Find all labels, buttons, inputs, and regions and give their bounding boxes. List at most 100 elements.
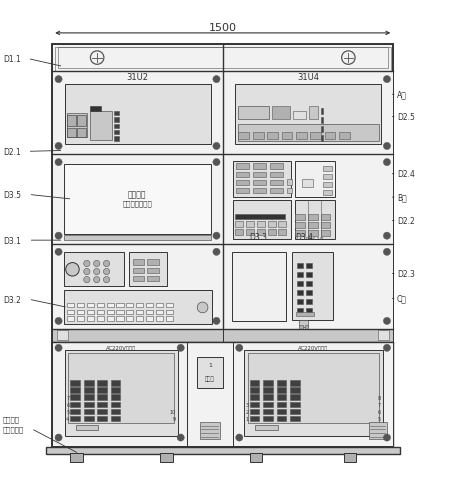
Bar: [97, 380, 107, 386]
Bar: [378, 331, 389, 340]
Bar: [288, 180, 292, 185]
Bar: [250, 380, 260, 386]
Text: D3.4: D3.4: [296, 233, 314, 242]
Text: 31U4: 31U4: [297, 73, 319, 82]
Bar: [76, 425, 99, 430]
Bar: [306, 281, 312, 287]
Circle shape: [383, 318, 391, 325]
Bar: [235, 222, 243, 227]
Bar: [270, 172, 283, 178]
Text: 1: 1: [246, 416, 249, 422]
Bar: [58, 48, 388, 69]
Bar: [296, 312, 314, 316]
Bar: [111, 402, 121, 407]
Bar: [236, 172, 249, 178]
Bar: [136, 303, 144, 308]
Bar: [117, 310, 124, 315]
Text: 31U2: 31U2: [126, 73, 148, 82]
Bar: [292, 252, 333, 320]
Bar: [308, 215, 318, 220]
Bar: [63, 291, 211, 325]
Bar: [111, 380, 121, 386]
Bar: [133, 276, 144, 281]
Bar: [77, 317, 84, 321]
Bar: [244, 350, 383, 436]
Bar: [52, 329, 393, 342]
Bar: [223, 244, 393, 329]
Bar: [70, 409, 80, 414]
Bar: [253, 172, 266, 178]
Bar: [253, 164, 266, 170]
Text: 彩色液晶显示器: 彩色液晶显示器: [122, 200, 152, 207]
Text: D2.1: D2.1: [3, 148, 21, 156]
Bar: [250, 388, 260, 393]
Text: D1.1: D1.1: [3, 55, 21, 64]
Text: D2.2: D2.2: [397, 216, 414, 226]
Bar: [70, 380, 80, 386]
Bar: [290, 380, 300, 386]
Bar: [67, 114, 87, 138]
Bar: [267, 132, 278, 139]
Bar: [320, 223, 330, 228]
Bar: [296, 215, 305, 220]
Bar: [323, 191, 332, 196]
Bar: [308, 223, 318, 228]
Bar: [52, 244, 223, 329]
Bar: [148, 260, 158, 265]
Bar: [250, 416, 260, 422]
Bar: [65, 84, 211, 145]
Bar: [233, 342, 393, 446]
Bar: [55, 48, 391, 443]
Bar: [290, 402, 300, 407]
Bar: [276, 409, 286, 414]
Bar: [238, 124, 379, 141]
Bar: [156, 317, 163, 321]
Bar: [290, 394, 300, 400]
Bar: [148, 276, 158, 281]
Bar: [129, 253, 166, 287]
Text: 广播屏: 广播屏: [205, 376, 215, 381]
Bar: [198, 357, 223, 389]
Bar: [57, 331, 68, 340]
Bar: [63, 253, 124, 287]
Bar: [236, 164, 249, 170]
Bar: [238, 107, 269, 120]
Circle shape: [213, 318, 220, 325]
Bar: [68, 353, 175, 424]
Bar: [263, 388, 273, 393]
Bar: [52, 342, 187, 446]
Bar: [146, 317, 153, 321]
Bar: [270, 188, 283, 194]
Bar: [84, 409, 94, 414]
Bar: [90, 111, 112, 140]
Text: AC220V分电箱: AC220V分电箱: [106, 346, 136, 350]
Bar: [133, 268, 144, 273]
Bar: [114, 112, 119, 116]
Bar: [114, 131, 119, 135]
Bar: [323, 182, 332, 188]
Bar: [297, 308, 303, 314]
Text: 6: 6: [66, 402, 69, 407]
Bar: [305, 326, 308, 329]
Bar: [111, 416, 121, 422]
Bar: [306, 290, 312, 296]
Bar: [63, 165, 211, 234]
Bar: [297, 290, 303, 296]
Bar: [97, 416, 107, 422]
Circle shape: [383, 159, 391, 166]
Bar: [148, 268, 158, 273]
Circle shape: [213, 143, 220, 150]
Bar: [84, 380, 94, 386]
Bar: [133, 260, 144, 265]
Bar: [84, 402, 94, 407]
Bar: [77, 303, 84, 308]
Text: 6: 6: [378, 409, 381, 414]
Text: D2.4: D2.4: [397, 170, 415, 179]
Circle shape: [84, 269, 90, 275]
Bar: [52, 72, 223, 155]
Bar: [320, 136, 323, 141]
Bar: [268, 222, 276, 227]
Circle shape: [84, 277, 90, 283]
Bar: [70, 394, 80, 400]
Bar: [52, 45, 393, 446]
